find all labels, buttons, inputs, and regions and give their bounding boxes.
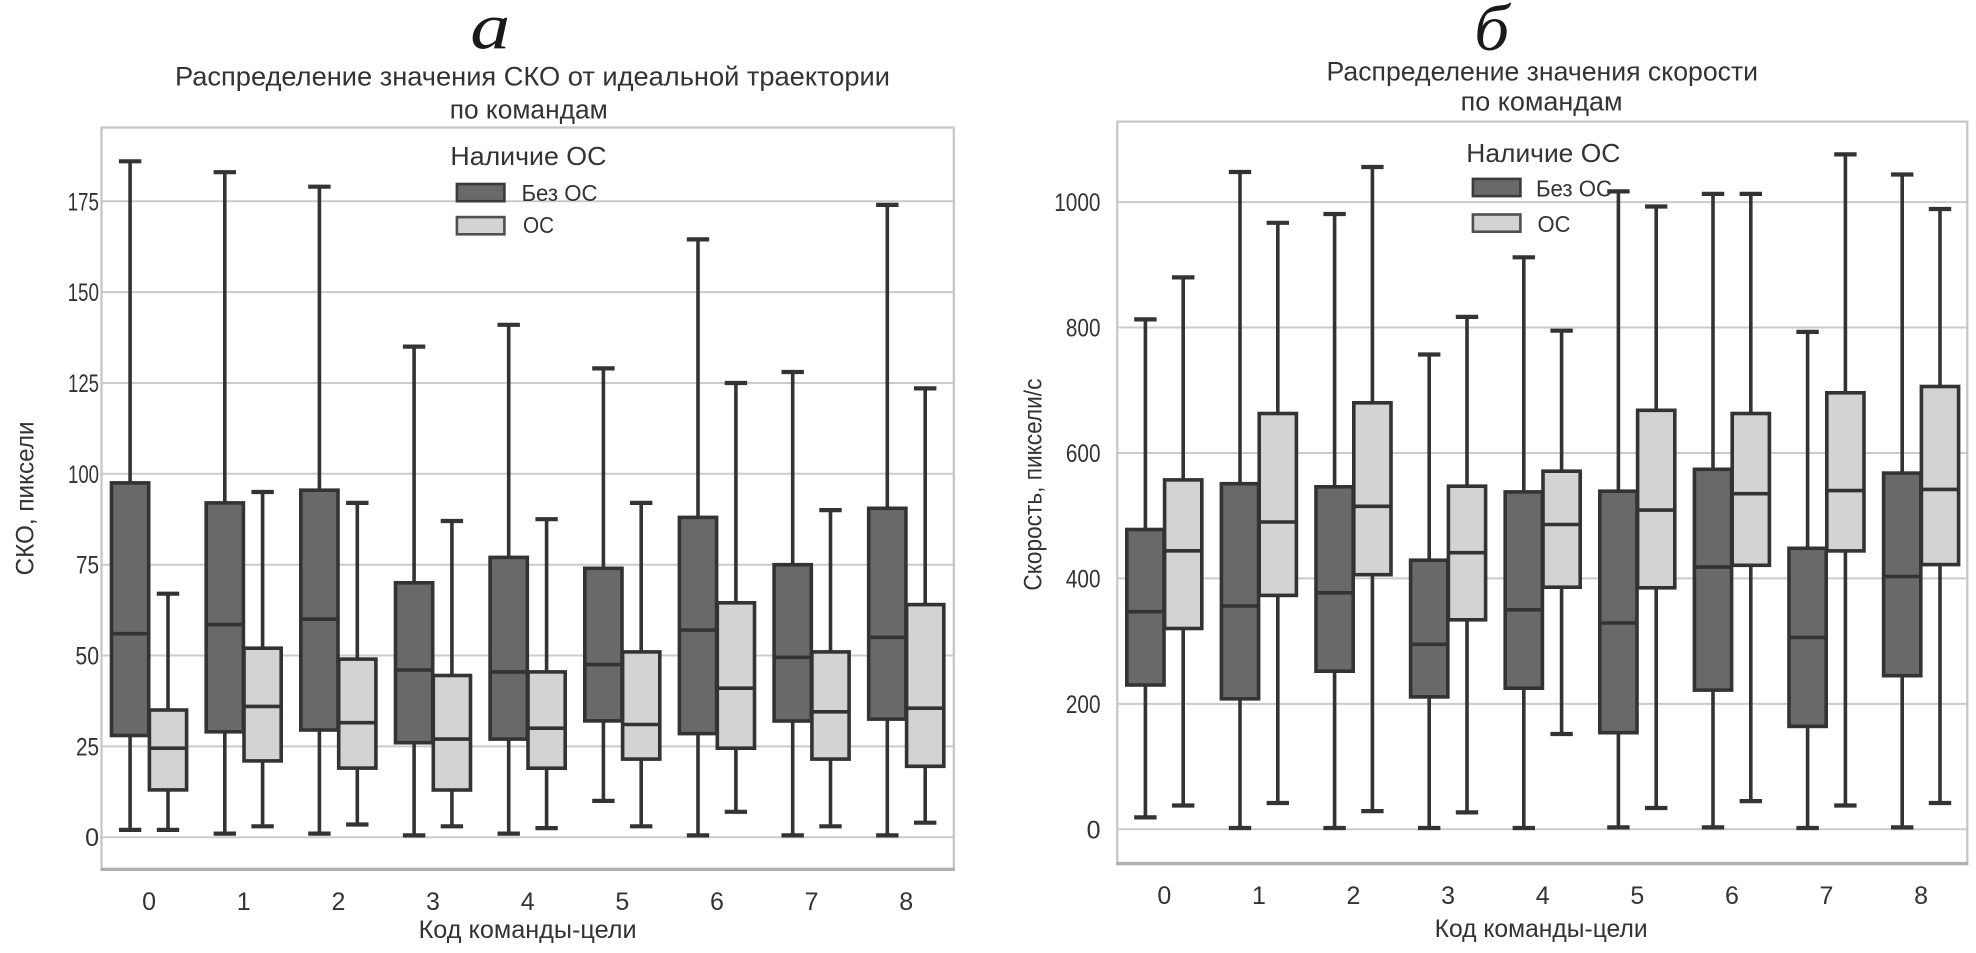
svg-text:Наличие ОС: Наличие ОС xyxy=(450,141,606,171)
svg-text:600: 600 xyxy=(1066,440,1101,468)
svg-text:4: 4 xyxy=(1536,882,1550,910)
svg-text:Код команды-цели: Код команды-цели xyxy=(419,916,637,944)
svg-text:6: 6 xyxy=(1725,882,1739,910)
svg-text:100: 100 xyxy=(68,461,99,489)
svg-text:7: 7 xyxy=(805,888,819,916)
svg-text:по командам: по командам xyxy=(450,95,608,125)
svg-text:Скорость, пиксели/с: Скорость, пиксели/с xyxy=(1020,379,1048,591)
svg-text:400: 400 xyxy=(1066,565,1101,593)
svg-text:800: 800 xyxy=(1066,315,1101,343)
svg-text:1: 1 xyxy=(237,888,251,916)
svg-text:7: 7 xyxy=(1820,882,1834,910)
svg-text:5: 5 xyxy=(1630,882,1644,910)
svg-text:Распределение значения СКО от: Распределение значения СКО от идеальной … xyxy=(175,62,890,92)
svg-text:Без ОС: Без ОС xyxy=(1536,175,1612,201)
svg-text:2: 2 xyxy=(1347,882,1361,910)
svg-text:150: 150 xyxy=(68,279,99,307)
svg-text:1000: 1000 xyxy=(1054,189,1100,217)
svg-text:8: 8 xyxy=(899,888,913,916)
svg-text:СКО, пиксели: СКО, пиксели xyxy=(12,421,40,575)
svg-text:2: 2 xyxy=(331,888,345,916)
svg-text:200: 200 xyxy=(1066,691,1101,719)
svg-text:0: 0 xyxy=(142,888,156,916)
svg-text:8: 8 xyxy=(1914,882,1928,910)
svg-text:0: 0 xyxy=(1157,882,1171,910)
svg-text:25: 25 xyxy=(76,733,99,761)
svg-text:50: 50 xyxy=(75,643,99,671)
svg-text:a: a xyxy=(470,0,510,64)
svg-text:75: 75 xyxy=(76,552,99,580)
svg-text:0: 0 xyxy=(1087,816,1101,844)
svg-text:175: 175 xyxy=(68,188,99,216)
svg-text:4: 4 xyxy=(521,888,535,916)
svg-text:125: 125 xyxy=(68,370,99,398)
svg-text:Без ОС: Без ОС xyxy=(522,180,598,206)
svg-text:3: 3 xyxy=(1441,882,1455,910)
svg-text:по командам: по командам xyxy=(1461,87,1623,117)
svg-text:0: 0 xyxy=(85,824,99,852)
svg-text:б: б xyxy=(1474,0,1511,65)
svg-text:3: 3 xyxy=(426,888,440,916)
svg-text:5: 5 xyxy=(615,888,629,916)
svg-text:1: 1 xyxy=(1252,882,1266,910)
svg-text:6: 6 xyxy=(710,888,724,916)
svg-text:ОС: ОС xyxy=(523,212,554,238)
svg-text:Распределение значения скорост: Распределение значения скорости xyxy=(1327,57,1759,87)
svg-text:Наличие ОС: Наличие ОС xyxy=(1466,138,1620,168)
svg-text:ОС: ОС xyxy=(1538,211,1571,237)
svg-text:Код команды-цели: Код команды-цели xyxy=(1435,915,1648,943)
